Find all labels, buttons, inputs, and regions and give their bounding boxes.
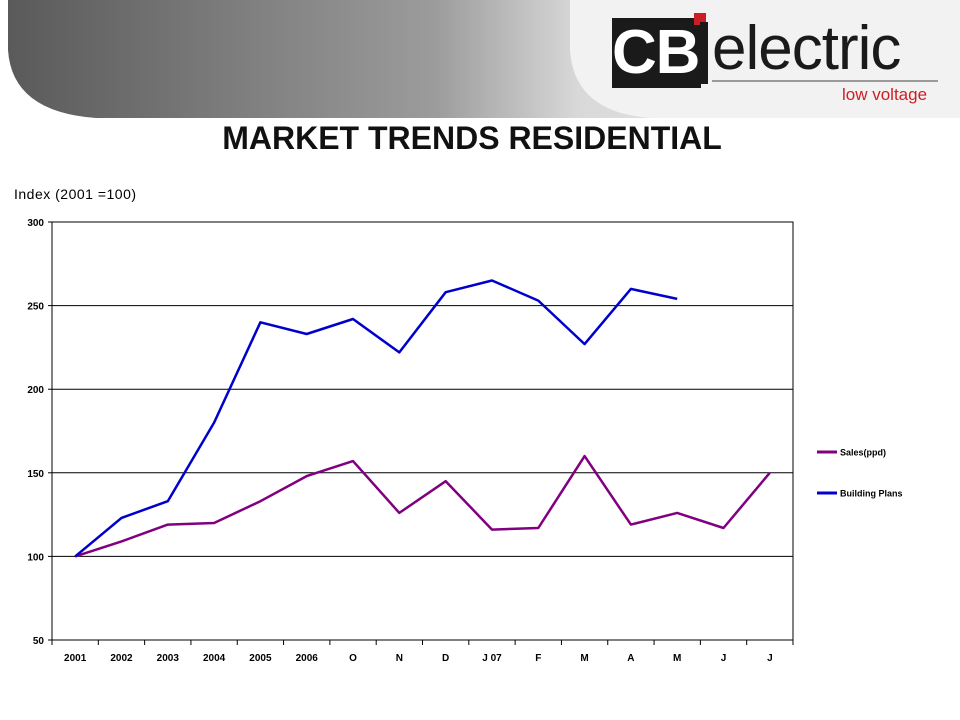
x-tick-label: 2005 <box>249 653 272 664</box>
y-tick-label: 150 <box>27 469 44 480</box>
x-tick-label: O <box>349 653 357 664</box>
legend-label: Sales(ppd) <box>840 448 886 458</box>
y-axis-label: Index (2001 =100) <box>14 186 137 202</box>
series-line <box>74 279 678 558</box>
y-tick-label: 250 <box>27 302 44 313</box>
x-tick-label: M <box>580 653 588 664</box>
x-tick-label: 2001 <box>64 653 87 664</box>
legend-label: Building Plans <box>840 489 903 499</box>
x-tick-label: J <box>767 653 773 664</box>
plot-area <box>51 221 794 641</box>
series-line <box>74 454 771 558</box>
x-tick-label: 2006 <box>296 653 319 664</box>
x-tick-label: N <box>396 653 403 664</box>
x-tick-label: J 07 <box>482 653 502 664</box>
brand-divider <box>712 80 938 82</box>
page-title: MARKET TRENDS RESIDENTIAL <box>222 120 722 156</box>
brand-logo-c-glyph: C <box>612 18 657 88</box>
x-tick-label: F <box>535 653 541 664</box>
brand-tagline: low voltage <box>842 85 928 104</box>
y-tick-label: 50 <box>33 636 45 647</box>
y-tick-label: 300 <box>27 218 44 229</box>
brand-logo-b: B <box>655 18 701 88</box>
x-tick-label: 2003 <box>157 653 180 664</box>
x-tick-label: D <box>442 653 449 664</box>
y-tick-label: 100 <box>27 552 44 563</box>
x-tick-label: 2004 <box>203 653 226 664</box>
brand-logo-c: C <box>612 18 657 88</box>
brand-logo-i <box>700 22 708 84</box>
brand-logo-b-glyph: B <box>655 18 701 88</box>
brand-wordmark: electric <box>712 14 901 83</box>
x-tick-label: M <box>673 653 681 664</box>
x-tick-label: 2002 <box>110 653 133 664</box>
y-tick-label: 200 <box>27 385 44 396</box>
x-tick-label: A <box>627 653 634 664</box>
x-tick-label: J <box>721 653 727 664</box>
